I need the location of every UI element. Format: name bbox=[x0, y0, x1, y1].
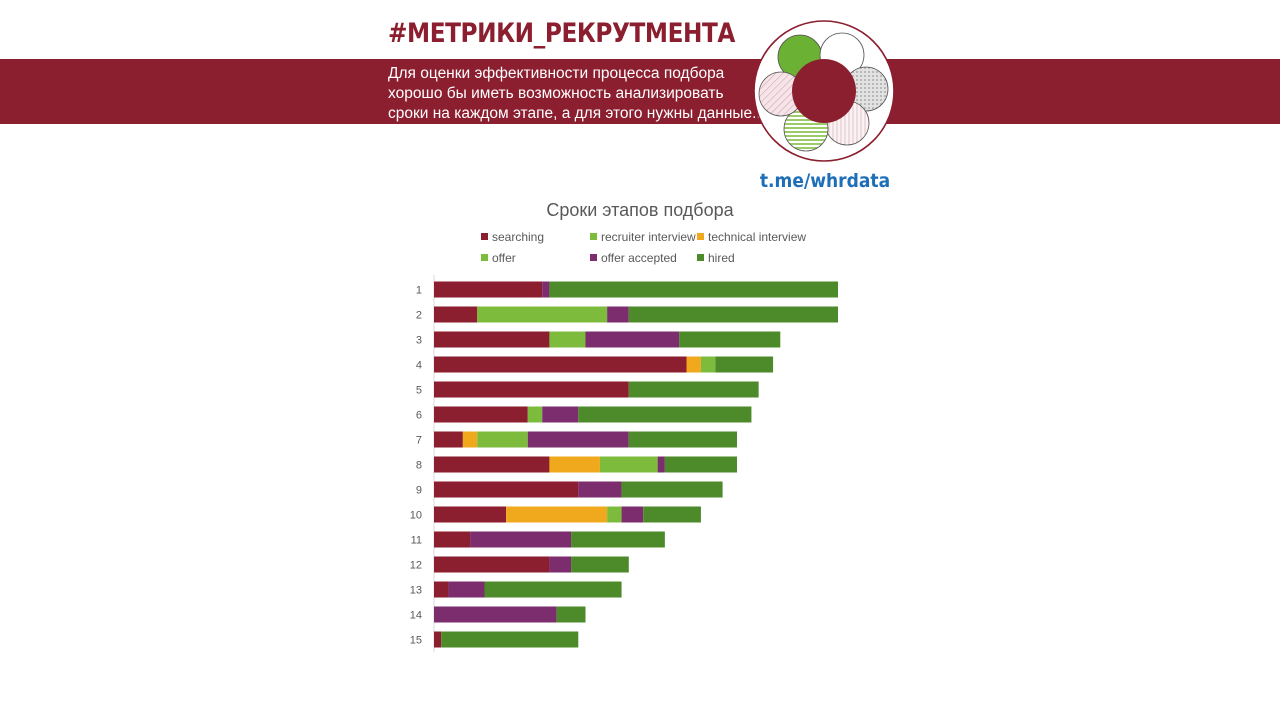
bar-segment-searching bbox=[434, 456, 550, 473]
bar-segment-hired bbox=[679, 331, 781, 348]
tick-label: 12 bbox=[410, 560, 422, 572]
bar-segment-offer bbox=[527, 406, 543, 423]
tick-label: 4 bbox=[416, 360, 422, 372]
bar-segment-offer bbox=[477, 306, 608, 323]
bar-segment-hired bbox=[628, 381, 759, 398]
bar-segment-searching bbox=[434, 506, 507, 523]
legend-label: hired bbox=[708, 251, 735, 265]
bar-segment-searching bbox=[434, 481, 579, 498]
tick-label: 7 bbox=[416, 435, 422, 447]
bar-segment-offer-accepted bbox=[542, 406, 579, 423]
tick-label: 11 bbox=[411, 535, 422, 547]
tick-label: 10 bbox=[410, 510, 422, 522]
bar-segment-hired bbox=[628, 431, 737, 448]
bar-segment-searching bbox=[434, 306, 478, 323]
bar-segment-hired bbox=[441, 631, 579, 648]
legend-item-offer: offer bbox=[481, 251, 516, 265]
bar-segment-offer-accepted bbox=[470, 531, 572, 548]
bar-segment-searching bbox=[434, 556, 550, 573]
bar-segment-hired bbox=[571, 531, 665, 548]
tick-label: 15 bbox=[410, 635, 422, 647]
legend-swatch bbox=[697, 254, 704, 261]
logo-center bbox=[792, 59, 856, 123]
bar-segment-hired bbox=[628, 306, 838, 323]
legend-item-technical-interview: technical interview bbox=[697, 230, 806, 244]
page-title: #МЕТРИКИ_РЕКРУТМЕНТА bbox=[388, 18, 735, 49]
bar-segment-offer-accepted bbox=[621, 506, 644, 523]
tick-label: 8 bbox=[416, 460, 422, 472]
bar-segment-searching bbox=[434, 281, 543, 298]
bar-segment-offer bbox=[477, 431, 528, 448]
bar-segment-searching bbox=[434, 356, 687, 373]
tick-label: 5 bbox=[416, 385, 422, 397]
bar-segment-searching bbox=[434, 631, 442, 648]
flower-logo bbox=[753, 20, 895, 162]
bar-segment-offer-accepted bbox=[448, 581, 485, 598]
legend-label: searching bbox=[492, 230, 545, 244]
bar-segment-technical-interview bbox=[686, 356, 701, 373]
bar-segment-offer-accepted bbox=[578, 481, 622, 498]
bar-segment-hired bbox=[664, 456, 737, 473]
legend-swatch bbox=[481, 254, 488, 261]
legend-swatch bbox=[697, 233, 704, 240]
chart-legend: searching recruiter interview technical … bbox=[481, 230, 841, 270]
bar-segment-searching bbox=[434, 331, 550, 348]
bar-segment-hired bbox=[578, 406, 752, 423]
tick-label: 1 bbox=[416, 285, 422, 297]
bar-segment-searching bbox=[434, 431, 463, 448]
bar-segment-offer bbox=[607, 506, 622, 523]
telegram-link[interactable]: t.me/whrdata bbox=[759, 170, 891, 192]
intro-line: хорошо бы иметь возможность анализироват… bbox=[388, 85, 724, 102]
intro-line: Для оценки эффективности процесса подбор… bbox=[388, 65, 725, 82]
bar-segment-technical-interview bbox=[549, 456, 600, 473]
bar-segment-hired bbox=[643, 506, 701, 523]
legend-item-offer-accepted: offer accepted bbox=[590, 251, 677, 265]
tick-label: 6 bbox=[416, 410, 422, 422]
legend-item-recruiter-interview: recruiter interview bbox=[590, 230, 696, 244]
intro-line: сроки на каждом этапе, а для этого нужны… bbox=[388, 105, 766, 122]
bar-segment-searching bbox=[434, 581, 449, 598]
bar-segment-hired bbox=[484, 581, 622, 598]
bar-segment-hired bbox=[621, 481, 723, 498]
bar-segment-offer bbox=[549, 331, 586, 348]
bar-segment-searching bbox=[434, 406, 528, 423]
bar-segment-offer-accepted bbox=[549, 556, 572, 573]
header-band bbox=[0, 59, 1280, 124]
legend-item-hired: hired bbox=[697, 251, 735, 265]
bar-segment-offer-accepted bbox=[607, 306, 629, 323]
tick-label: 2 bbox=[416, 310, 422, 322]
bar-segment-technical-interview bbox=[462, 431, 478, 448]
legend-swatch bbox=[481, 233, 488, 240]
bar-segment-searching bbox=[434, 381, 629, 398]
tick-label: 13 bbox=[410, 585, 422, 597]
legend-label: offer bbox=[492, 251, 516, 265]
bar-segment-searching bbox=[434, 531, 471, 548]
bar-segment-offer-accepted bbox=[585, 331, 680, 348]
bar-segment-offer-accepted bbox=[542, 281, 550, 298]
bar-segment-hired bbox=[715, 356, 774, 373]
tick-label: 9 bbox=[416, 485, 422, 497]
legend-item-searching: searching bbox=[481, 230, 544, 244]
legend-label: recruiter interview bbox=[601, 230, 696, 244]
tick-label: 14 bbox=[410, 610, 422, 622]
intro-text: Для оценки эффективности процесса подбор… bbox=[388, 64, 766, 124]
bar-segment-offer bbox=[599, 456, 658, 473]
bar-segment-offer-accepted bbox=[527, 431, 629, 448]
bar-segment-technical-interview bbox=[506, 506, 608, 523]
legend-label: offer accepted bbox=[601, 251, 677, 265]
chart-title: Сроки этапов подбора bbox=[546, 200, 734, 220]
bar-segment-offer bbox=[700, 356, 716, 373]
legend-label: technical interview bbox=[708, 230, 807, 244]
bar-segment-hired bbox=[556, 606, 586, 623]
legend-swatch bbox=[590, 254, 597, 261]
bar-segment-offer-accepted bbox=[434, 606, 557, 623]
bar-segment-offer-accepted bbox=[657, 456, 665, 473]
bar-segment-hired bbox=[549, 281, 838, 298]
tick-label: 3 bbox=[416, 335, 422, 347]
legend-swatch bbox=[590, 233, 597, 240]
bar-segment-hired bbox=[571, 556, 629, 573]
